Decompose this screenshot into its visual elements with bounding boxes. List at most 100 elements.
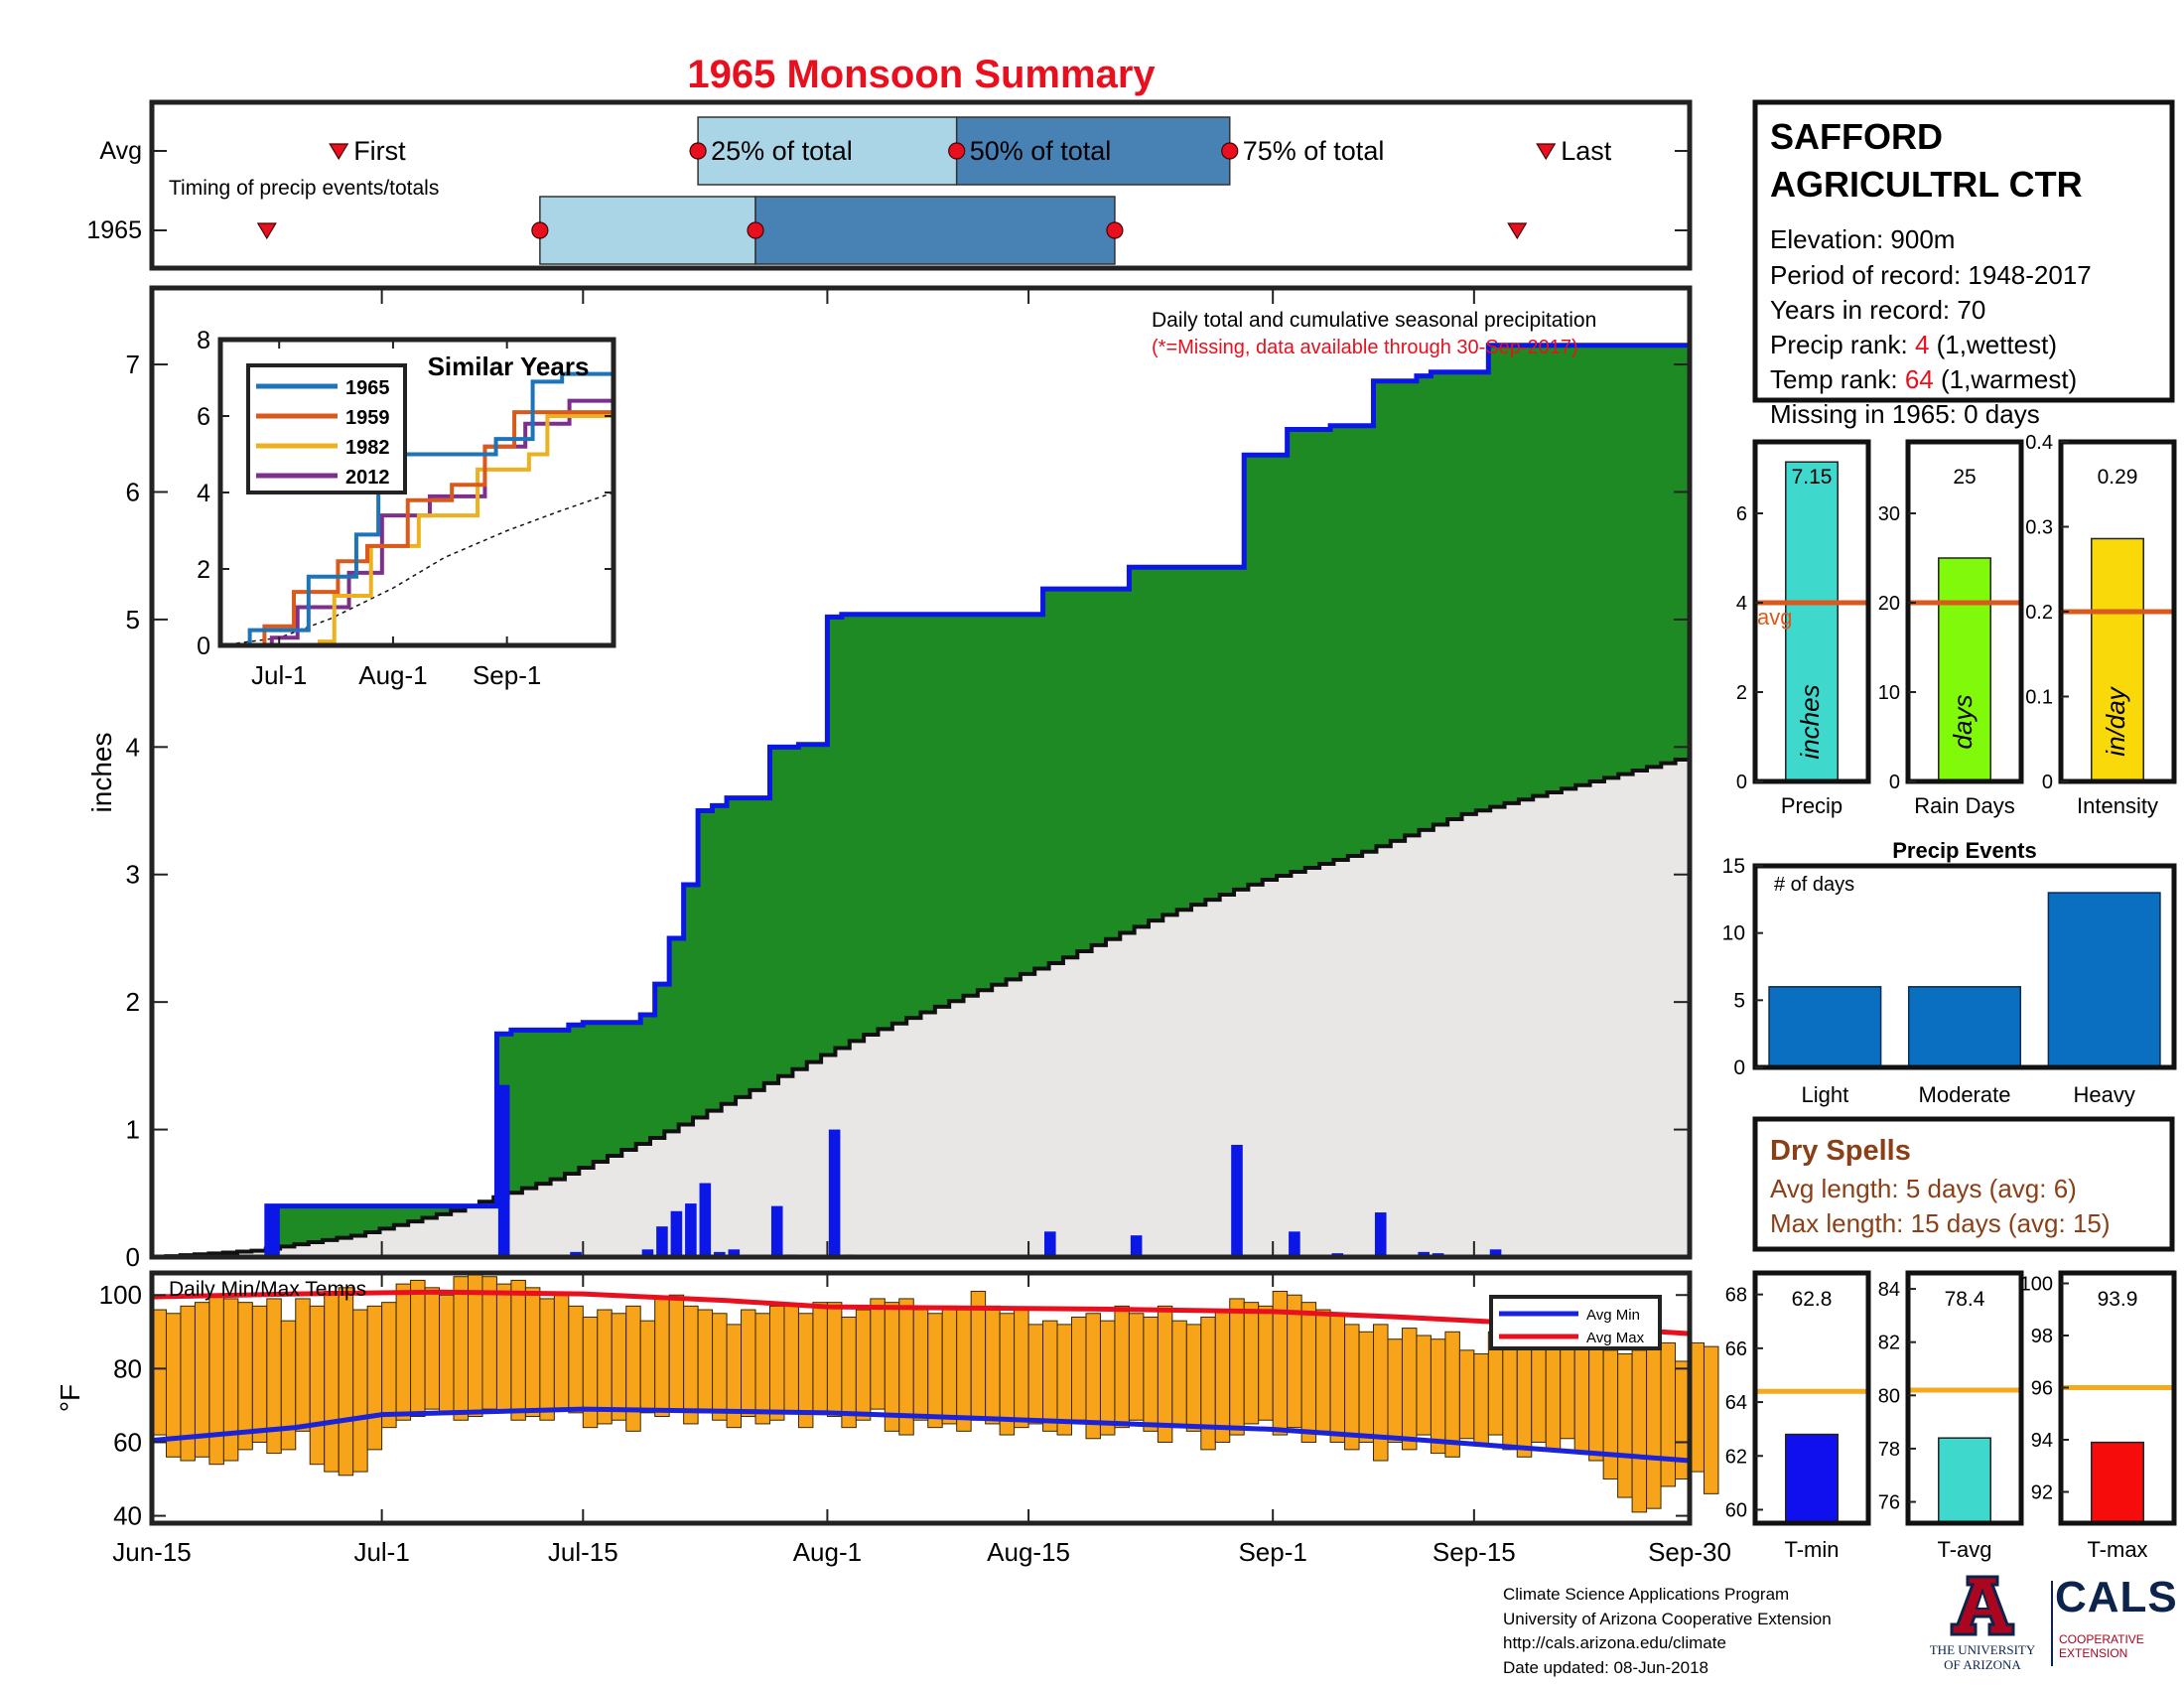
mtemp-value-label: 93.9 xyxy=(2098,1288,2138,1311)
daily-temp-bar xyxy=(366,1305,383,1451)
daily-precip-bar xyxy=(1374,1212,1387,1257)
daily-temp-bar xyxy=(338,1287,354,1477)
daily-precip-bar xyxy=(770,1205,783,1257)
totals-panel-frame xyxy=(1905,439,2024,784)
precip-events-chart: Light Moderate Heavy 0 5 10 15 Precip Events # o… xyxy=(1722,838,2177,1107)
mtemp-panel-frame xyxy=(1752,1270,1871,1526)
daily-temp-bar xyxy=(812,1302,828,1414)
main-y-axis-label: inches xyxy=(86,733,117,813)
daily-temp-bar xyxy=(956,1309,972,1432)
timing-panel: Avg First 25% of total 50% of total 75% of t… xyxy=(86,99,1693,271)
temp-x-tick-label: Sep-30 xyxy=(1648,1537,1731,1567)
daily-temp-bar xyxy=(1473,1353,1489,1447)
daily-temp-bar xyxy=(999,1313,1016,1436)
daily-temp-bar xyxy=(697,1309,714,1414)
timing-label-q25: 25% of total xyxy=(711,136,853,166)
totals-y-tick-label: 0.1 xyxy=(2025,687,2053,709)
totals-bar-precip xyxy=(1785,461,1839,782)
dry-spells-max-length: Max length: 15 days (avg: 15) xyxy=(1770,1208,2111,1238)
cals-divider xyxy=(2051,1581,2053,1666)
timing-label-first: First xyxy=(353,136,406,166)
footer-credits: Climate Science Applications Program Uni… xyxy=(1503,1583,1920,1680)
timing-marker-q25 xyxy=(689,142,707,160)
daily-temp-bar xyxy=(639,1320,656,1414)
events-frame xyxy=(1752,863,2177,1070)
daily-temp-bar xyxy=(712,1313,728,1421)
temperature-chart: 40 60 80 100 Jun-15 Jul-1 Jul-15 Aug-1 Aug-15 Sep… xyxy=(55,1270,1731,1567)
totals-value-label: 0.29 xyxy=(2098,466,2138,489)
daily-temp-bar xyxy=(439,1294,455,1414)
daily-precip-bar xyxy=(685,1203,697,1257)
inset-y-tick-label: 4 xyxy=(197,480,210,507)
totals-y-tick-label: 0 xyxy=(1889,772,1900,793)
mtemp-bar-t-avg xyxy=(1938,1437,1991,1524)
daily-temp-bar xyxy=(683,1305,699,1425)
daily-temp-bar xyxy=(568,1305,584,1414)
cumulative-average-line xyxy=(152,756,1692,1259)
daily-temp-bar xyxy=(1358,1331,1375,1443)
temp-legend-label: Avg Min xyxy=(1586,1307,1640,1324)
daily-temp-bar xyxy=(1171,1320,1187,1429)
inset-title: Similar Years xyxy=(428,352,590,381)
station-name-line2: AGRICULTRL CTR xyxy=(1770,164,2083,205)
cals-subtitle-line2: EXTENSION xyxy=(2059,1646,2128,1660)
totals-panel-label: Intensity xyxy=(2077,793,2158,818)
daily-temp-bar xyxy=(510,1279,526,1421)
daily-temp-bar xyxy=(1430,1338,1446,1455)
daily-precip-bar xyxy=(1043,1231,1056,1257)
cumulative-average-area xyxy=(152,756,1690,1257)
cals-subtitle-line1: COOPERATIVE xyxy=(2059,1632,2144,1646)
mtemp-bar-t-min xyxy=(1785,1433,1839,1524)
daily-temp-bar xyxy=(1531,1345,1547,1443)
mtemp-y-tick-label: 60 xyxy=(1725,1499,1747,1521)
temp-chart-title: Daily Min/Max Temps xyxy=(169,1278,366,1301)
daily-precip-bar xyxy=(656,1226,668,1257)
mtemp-value-label: 78.4 xyxy=(1945,1288,1985,1311)
cals-subtitle: COOPERATIVE EXTENSION xyxy=(2059,1632,2144,1660)
daily-temp-bar xyxy=(970,1291,987,1421)
daily-temp-bar xyxy=(654,1298,670,1418)
main-plot-frame xyxy=(149,285,1693,1260)
inset-x-tick-label: Aug-1 xyxy=(358,660,427,690)
daily-temp-bar xyxy=(1444,1331,1460,1458)
footer-program: Climate Science Applications Program xyxy=(1503,1585,1790,1604)
timing-marker-q75 xyxy=(1221,142,1239,160)
station-info-box: SAFFORD AGRICULTRL CTR Elevation: 900m Peri… xyxy=(1752,99,2175,429)
daily-temp-bar xyxy=(1099,1320,1116,1436)
daily-temp-bar xyxy=(395,1283,412,1421)
daily-temp-bar xyxy=(295,1298,311,1432)
temp-legend-label: Avg Max xyxy=(1586,1330,1645,1346)
inset-series-1959 xyxy=(220,408,615,647)
temp-x-tick-label: Aug-1 xyxy=(793,1537,862,1567)
daily-temp-bar xyxy=(1329,1313,1346,1443)
daily-precip-bar xyxy=(670,1210,683,1257)
daily-temp-bar xyxy=(783,1305,799,1414)
mtemp-y-tick-label: 82 xyxy=(1878,1333,1900,1354)
daily-temp-bar xyxy=(424,1287,441,1410)
precip-main-chart: 0 1 2 3 4 5 6 7 inches Daily total and cumulative… xyxy=(86,285,1693,1272)
daily-temp-bar xyxy=(1416,1335,1432,1436)
mtemp-panel-frame xyxy=(1905,1270,2024,1526)
totals-value-label: 7.15 xyxy=(1792,466,1833,489)
timing-label-q50: 50% of total xyxy=(970,136,1112,166)
daily-precip-bar xyxy=(1489,1249,1502,1257)
daily-temp-bar xyxy=(324,1291,340,1473)
daily-temp-bar xyxy=(251,1305,268,1443)
arizona-a-icon xyxy=(1950,1575,2015,1636)
daily-temp-bar xyxy=(1315,1309,1331,1432)
mtemp-value-label: 62.8 xyxy=(1792,1288,1833,1311)
station-period: Period of record: 1948-2017 xyxy=(1770,260,2092,290)
mtemp-y-tick-label: 96 xyxy=(2031,1378,2053,1400)
totals-y-tick-label: 2 xyxy=(1736,682,1747,704)
main-y-tick-label: 3 xyxy=(126,860,140,890)
daily-temp-bar xyxy=(826,1302,843,1418)
cals-logo: CALS COOPERATIVE EXTENSION xyxy=(2051,1573,2180,1676)
avg-min-line xyxy=(151,1406,1691,1464)
daily-temp-bar xyxy=(1085,1313,1101,1440)
timing-triangle-last xyxy=(1536,143,1557,161)
daily-temp-bar xyxy=(884,1302,900,1432)
inset-series-1982 xyxy=(220,414,614,647)
main-y-tick-label: 0 xyxy=(126,1242,140,1272)
daily-temp-bar xyxy=(1602,1349,1619,1480)
